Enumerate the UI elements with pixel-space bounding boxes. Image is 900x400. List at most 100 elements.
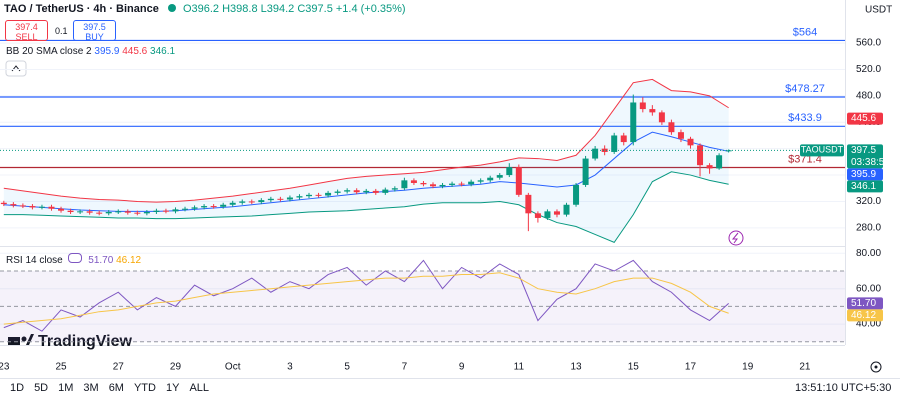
y-tick-label: 40.00	[856, 319, 881, 330]
price-tag	[847, 297, 883, 310]
countdown-label: 03:38:50	[851, 157, 890, 168]
candle-body	[182, 208, 189, 210]
range-1y[interactable]: 1Y	[165, 382, 180, 394]
candle-body	[77, 211, 84, 213]
rsi-ma-value: 46.12	[116, 255, 142, 266]
candle-body	[143, 212, 150, 214]
y-tick-label: 80.00	[856, 248, 881, 259]
buy-button[interactable]: 397.5 BUY	[73, 20, 116, 42]
currency-label: USDT	[865, 5, 892, 16]
candle-body	[67, 210, 74, 213]
candle-body	[153, 210, 160, 213]
price-tag	[847, 144, 883, 169]
alert-icon[interactable]	[728, 230, 744, 246]
level-label: $371.4	[788, 153, 822, 165]
bb-name[interactable]: BB 20 SMA close 2	[6, 46, 92, 57]
candle-body	[544, 211, 551, 218]
candle-body	[38, 206, 45, 208]
bb-lower: 346.1	[150, 46, 176, 57]
symbol-tag-label: TAOUSDT	[801, 145, 844, 155]
candle-body	[353, 190, 360, 193]
candle-body	[410, 180, 417, 183]
candle-body	[86, 211, 93, 213]
rsi-value: 51.70	[88, 255, 114, 266]
candle-body	[363, 190, 370, 193]
x-tick-label: 29	[170, 362, 182, 373]
candle-body	[58, 208, 65, 211]
band-fill	[3, 79, 729, 243]
candle-body	[315, 194, 322, 196]
candle-body	[420, 182, 427, 185]
spread-value: 0.1	[55, 26, 68, 36]
y-tick-label: 320.0	[856, 196, 881, 207]
range-5d[interactable]: 5D	[34, 382, 49, 394]
range-all[interactable]: ALL	[189, 382, 210, 394]
candle-body	[496, 175, 503, 178]
x-tick-label: 7	[402, 362, 408, 373]
range-1d[interactable]: 1D	[10, 382, 25, 394]
price-tag-label: 46.12	[851, 310, 876, 321]
candle-body	[620, 135, 627, 143]
x-tick-label: 11	[514, 362, 525, 373]
price-tag	[847, 168, 883, 181]
candle-body	[687, 138, 694, 146]
candle-body	[639, 102, 646, 110]
rsi-legend: RSI 14 close 51.70 46.12	[6, 253, 141, 266]
candle-body	[239, 201, 246, 203]
candle-body	[697, 145, 704, 166]
price-tag	[847, 112, 883, 125]
candle-body	[172, 209, 179, 212]
candle-body	[296, 196, 303, 198]
candle-body	[716, 155, 723, 169]
x-tick-label: 9	[459, 362, 465, 373]
range-1m[interactable]: 1M	[58, 382, 74, 394]
candle-body	[96, 212, 103, 214]
candle-body	[382, 189, 389, 193]
price-tag	[847, 309, 883, 322]
candle-body	[29, 206, 36, 208]
x-tick-label: 15	[628, 362, 640, 373]
candle-body	[658, 112, 665, 123]
range-3m[interactable]: 3M	[83, 382, 99, 394]
x-tick-label: 27	[113, 362, 125, 373]
symbol-title[interactable]: TAO / TetherUS · 4h · Binance	[4, 3, 159, 15]
buy-price: 397.5	[83, 22, 106, 32]
candle-body	[220, 204, 227, 207]
market-status-dot	[167, 4, 176, 12]
candle-body	[477, 180, 484, 182]
settings-icon[interactable]	[870, 361, 882, 373]
candle-body	[563, 204, 570, 215]
y-tick-label: 480.0	[856, 91, 881, 102]
candle-body	[162, 210, 169, 212]
candle-body	[210, 206, 217, 208]
candle-body	[48, 206, 55, 209]
x-tick-label: 21	[799, 362, 811, 373]
bollinger-line	[3, 78, 729, 203]
x-tick-label: 17	[685, 362, 697, 373]
candle-body	[582, 158, 589, 185]
candle-body	[344, 190, 351, 192]
candle-body	[515, 167, 522, 195]
candle-body	[229, 202, 236, 205]
candle-body	[258, 200, 265, 203]
candle-body	[10, 204, 17, 206]
candle-body	[372, 190, 379, 193]
candle-body	[201, 206, 208, 208]
candle-body	[534, 213, 541, 218]
sell-price: 397.4	[15, 22, 38, 32]
candle-body	[449, 183, 456, 185]
candle-body	[19, 205, 26, 207]
y-tick-label: 280.0	[856, 222, 881, 233]
bb-basis: 395.9	[94, 46, 120, 57]
candle-body	[134, 212, 141, 214]
x-tick-label: 5	[344, 362, 350, 373]
candle-body	[429, 184, 436, 187]
price-tag-label: 445.6	[851, 113, 876, 124]
rsi-name[interactable]: RSI 14 close	[6, 255, 63, 266]
sell-button[interactable]: 397.4 SELL	[5, 20, 48, 42]
candle-body	[286, 197, 293, 200]
collapse-button[interactable]	[5, 60, 27, 77]
range-ytd[interactable]: YTD	[133, 382, 156, 394]
range-6m[interactable]: 6M	[108, 382, 124, 394]
